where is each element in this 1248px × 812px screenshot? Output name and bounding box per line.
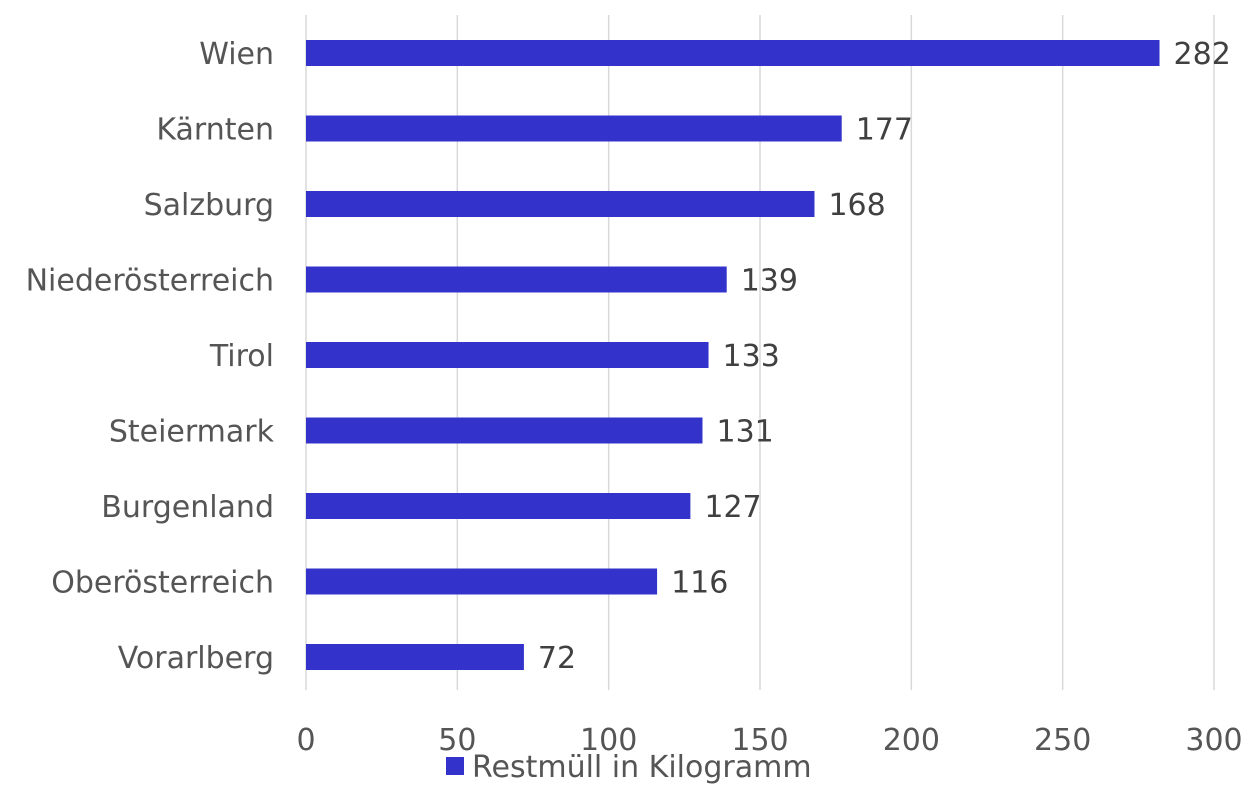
- bar: [306, 644, 524, 670]
- bar: [306, 40, 1160, 66]
- bar: [306, 493, 691, 519]
- bar: [306, 568, 658, 595]
- data-label: 177: [856, 113, 913, 148]
- data-label: 131: [716, 415, 773, 450]
- category-label: Burgenland: [101, 490, 274, 525]
- x-tick-label: 100: [580, 723, 637, 758]
- bars: [306, 40, 1160, 670]
- bar: [306, 115, 842, 142]
- data-label: 116: [671, 566, 728, 601]
- x-tick-label: 150: [731, 723, 788, 758]
- data-label: 127: [704, 490, 761, 525]
- data-label: 168: [828, 188, 885, 223]
- category-label: Niederösterreich: [26, 264, 274, 299]
- category-label: Oberösterreich: [51, 566, 274, 601]
- bar: [306, 342, 709, 368]
- category-label: Wien: [199, 37, 274, 72]
- category-label: Salzburg: [144, 188, 274, 223]
- category-label: Kärnten: [156, 113, 274, 148]
- x-tick-label: 50: [438, 723, 476, 758]
- data-label: 72: [538, 641, 576, 676]
- x-tick-label: 300: [1185, 723, 1242, 758]
- legend: Restmüll in Kilogramm: [446, 750, 812, 785]
- category-label: Steiermark: [109, 415, 275, 450]
- data-label: 282: [1174, 37, 1231, 72]
- data-label: 133: [723, 339, 780, 374]
- x-axis-tick-labels: 0 50 100 150 200 250 300: [296, 723, 1242, 758]
- category-label: Tirol: [209, 339, 274, 374]
- bar: [306, 191, 815, 217]
- category-label: Vorarlberg: [118, 641, 274, 676]
- x-tick-label: 200: [883, 723, 940, 758]
- x-tick-label: 250: [1034, 723, 1091, 758]
- x-tick-label: 0: [296, 723, 315, 758]
- category-labels: Wien Kärnten Salzburg Niederösterreich Tirol…: [26, 37, 275, 676]
- bar: [306, 417, 703, 444]
- bar: [306, 266, 727, 293]
- data-label: 139: [741, 264, 798, 299]
- legend-swatch: [446, 757, 464, 775]
- legend-label: Restmüll in Kilogramm: [472, 750, 812, 785]
- data-labels: 282 177 168 139 133 131 127 116 72: [538, 37, 1231, 676]
